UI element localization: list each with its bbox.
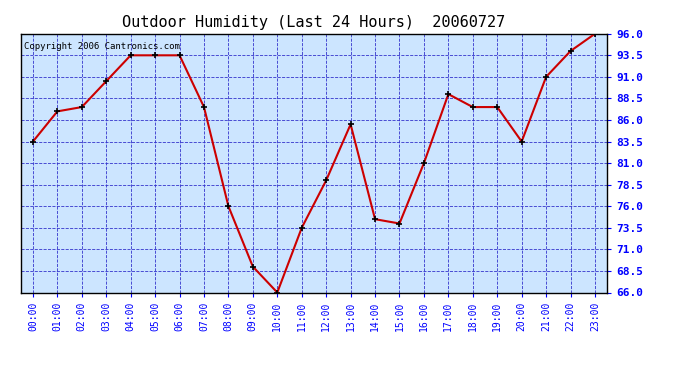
Title: Outdoor Humidity (Last 24 Hours)  20060727: Outdoor Humidity (Last 24 Hours) 2006072… [122,15,506,30]
Text: Copyright 2006 Cantronics.com: Copyright 2006 Cantronics.com [23,42,179,51]
